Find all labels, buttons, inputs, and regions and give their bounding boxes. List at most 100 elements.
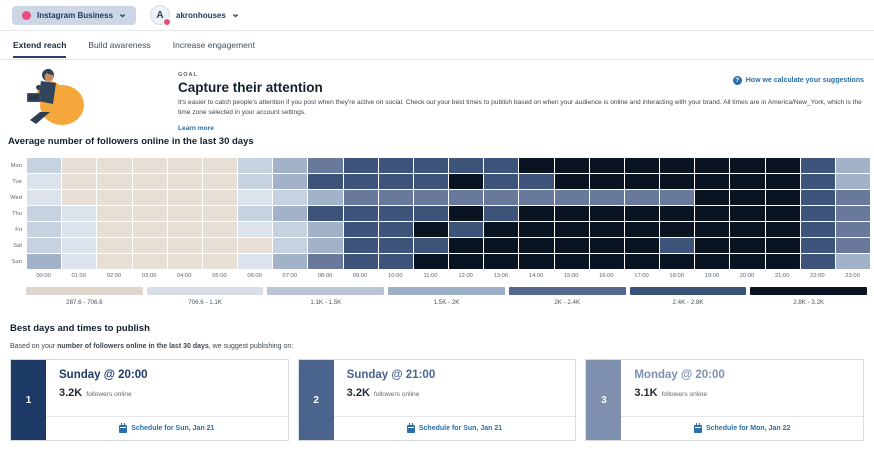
heatmap-cell[interactable] — [414, 158, 448, 173]
heatmap-cell[interactable] — [62, 238, 96, 253]
heatmap-cell[interactable] — [344, 190, 378, 205]
heatmap-cell[interactable] — [555, 254, 589, 269]
heatmap-cell[interactable] — [238, 174, 272, 189]
heatmap-cell[interactable] — [238, 158, 272, 173]
heatmap-cell[interactable] — [449, 238, 483, 253]
heatmap-cell[interactable] — [836, 238, 870, 253]
heatmap-cell[interactable] — [62, 254, 96, 269]
heatmap-cell[interactable] — [27, 238, 61, 253]
heatmap-cell[interactable] — [97, 158, 131, 173]
network-selector[interactable]: Instagram Business — [12, 6, 136, 25]
heatmap-cell[interactable] — [484, 206, 518, 221]
heatmap-cell[interactable] — [836, 254, 870, 269]
heatmap-cell[interactable] — [379, 190, 413, 205]
heatmap-cell[interactable] — [625, 174, 659, 189]
heatmap-cell[interactable] — [695, 174, 729, 189]
heatmap-cell[interactable] — [238, 238, 272, 253]
heatmap-cell[interactable] — [414, 222, 448, 237]
heatmap-cell[interactable] — [62, 222, 96, 237]
heatmap-cell[interactable] — [97, 206, 131, 221]
heatmap-cell[interactable] — [27, 174, 61, 189]
heatmap-cell[interactable] — [133, 222, 167, 237]
heatmap-cell[interactable] — [449, 190, 483, 205]
heatmap-cell[interactable] — [62, 158, 96, 173]
account-selector[interactable]: A akronhouses — [150, 5, 239, 25]
heatmap-cell[interactable] — [766, 254, 800, 269]
heatmap-cell[interactable] — [203, 190, 237, 205]
heatmap-cell[interactable] — [27, 206, 61, 221]
heatmap-cell[interactable] — [379, 174, 413, 189]
heatmap-cell[interactable] — [379, 206, 413, 221]
heatmap-cell[interactable] — [836, 222, 870, 237]
heatmap-cell[interactable] — [273, 174, 307, 189]
heatmap-cell[interactable] — [801, 222, 835, 237]
heatmap-cell[interactable] — [484, 174, 518, 189]
heatmap-cell[interactable] — [133, 158, 167, 173]
heatmap-cell[interactable] — [273, 238, 307, 253]
heatmap-cell[interactable] — [519, 174, 553, 189]
heatmap-cell[interactable] — [625, 222, 659, 237]
heatmap-cell[interactable] — [836, 190, 870, 205]
heatmap-cell[interactable] — [168, 158, 202, 173]
heatmap-cell[interactable] — [27, 158, 61, 173]
heatmap-cell[interactable] — [273, 158, 307, 173]
heatmap-cell[interactable] — [344, 158, 378, 173]
heatmap-cell[interactable] — [133, 174, 167, 189]
heatmap-cell[interactable] — [836, 158, 870, 173]
learn-more-link[interactable]: Learn more — [178, 125, 214, 132]
heatmap-cell[interactable] — [695, 206, 729, 221]
heatmap-cell[interactable] — [203, 158, 237, 173]
heatmap-cell[interactable] — [555, 174, 589, 189]
heatmap-cell[interactable] — [449, 206, 483, 221]
heatmap-cell[interactable] — [203, 238, 237, 253]
heatmap-cell[interactable] — [308, 174, 342, 189]
heatmap-cell[interactable] — [695, 238, 729, 253]
heatmap-cell[interactable] — [414, 238, 448, 253]
heatmap-cell[interactable] — [27, 254, 61, 269]
heatmap-cell[interactable] — [836, 174, 870, 189]
heatmap-cell[interactable] — [344, 222, 378, 237]
heatmap-cell[interactable] — [168, 222, 202, 237]
heatmap-cell[interactable] — [625, 206, 659, 221]
heatmap-cell[interactable] — [519, 222, 553, 237]
heatmap-cell[interactable] — [379, 238, 413, 253]
heatmap-cell[interactable] — [766, 158, 800, 173]
heatmap-cell[interactable] — [168, 174, 202, 189]
heatmap-cell[interactable] — [308, 238, 342, 253]
heatmap-cell[interactable] — [133, 238, 167, 253]
heatmap-cell[interactable] — [203, 206, 237, 221]
heatmap-cell[interactable] — [238, 190, 272, 205]
heatmap-cell[interactable] — [273, 190, 307, 205]
heatmap-cell[interactable] — [590, 190, 624, 205]
heatmap-cell[interactable] — [97, 254, 131, 269]
heatmap-cell[interactable] — [730, 222, 764, 237]
heatmap-cell[interactable] — [730, 174, 764, 189]
heatmap-cell[interactable] — [484, 222, 518, 237]
schedule-button[interactable]: Schedule for Mon, Jan 22 — [694, 425, 790, 433]
schedule-button[interactable]: Schedule for Sun, Jan 21 — [407, 425, 502, 433]
heatmap-cell[interactable] — [660, 238, 694, 253]
heatmap-cell[interactable] — [344, 206, 378, 221]
heatmap-cell[interactable] — [590, 238, 624, 253]
heatmap-cell[interactable] — [273, 254, 307, 269]
heatmap-cell[interactable] — [133, 206, 167, 221]
heatmap-cell[interactable] — [766, 190, 800, 205]
heatmap-cell[interactable] — [660, 206, 694, 221]
heatmap-cell[interactable] — [308, 158, 342, 173]
heatmap-cell[interactable] — [97, 222, 131, 237]
heatmap-cell[interactable] — [730, 158, 764, 173]
heatmap-cell[interactable] — [308, 222, 342, 237]
tab-extend-reach[interactable]: Extend reach — [13, 32, 66, 58]
heatmap-cell[interactable] — [484, 254, 518, 269]
heatmap-cell[interactable] — [695, 222, 729, 237]
heatmap-cell[interactable] — [590, 206, 624, 221]
heatmap-cell[interactable] — [660, 174, 694, 189]
heatmap-cell[interactable] — [484, 238, 518, 253]
heatmap-cell[interactable] — [555, 206, 589, 221]
heatmap-cell[interactable] — [730, 190, 764, 205]
heatmap-cell[interactable] — [801, 254, 835, 269]
heatmap-cell[interactable] — [519, 238, 553, 253]
heatmap-cell[interactable] — [590, 254, 624, 269]
heatmap-cell[interactable] — [590, 174, 624, 189]
heatmap-cell[interactable] — [555, 222, 589, 237]
